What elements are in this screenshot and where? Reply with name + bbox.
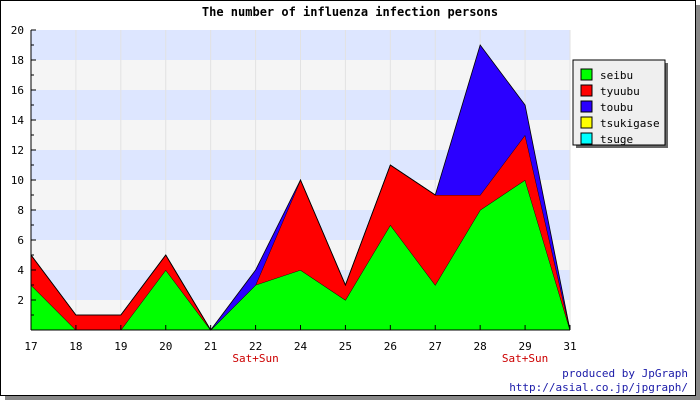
line-toubu: [30, 44, 571, 331]
x-tick-label: 22: [249, 340, 262, 353]
area-seibu: [31, 180, 570, 330]
y-tick-label: 18: [11, 54, 24, 67]
y-tick-label: 16: [11, 84, 24, 97]
legend-label-seibu: seibu: [600, 69, 633, 82]
legend-swatch-seibu: [580, 68, 593, 81]
legend-label-tsukigase: tsukigase: [600, 117, 660, 130]
y-tick-label: 10: [11, 174, 24, 187]
x-tick-label: 27: [429, 340, 442, 353]
x-tick-label: 18: [69, 340, 82, 353]
x-tick-label: 24: [294, 340, 308, 353]
legend-swatch-toubu: [580, 100, 593, 113]
credit-line-1: produced by JpGraph: [562, 367, 688, 380]
x-sublabel: Sat+Sun: [232, 352, 278, 365]
y-tick-label: 14: [11, 114, 25, 127]
y-tick-label: 4: [17, 264, 24, 277]
area-tyuubu: [31, 135, 570, 330]
y-tick-label: 8: [17, 204, 24, 217]
legend-swatch-tsuge: [580, 132, 593, 145]
x-tick-label: 29: [518, 340, 531, 353]
x-tick-label: 31: [563, 340, 576, 353]
credit-link[interactable]: http://asial.co.jp/jpgraph/: [509, 381, 688, 394]
legend-swatch-tsukigase: [580, 116, 593, 129]
y-tick-label: 6: [17, 234, 24, 247]
x-tick-label: 19: [114, 340, 127, 353]
legend-swatch-tyuubu: [580, 84, 593, 97]
x-tick-label: 25: [339, 340, 352, 353]
x-tick-label: 21: [204, 340, 217, 353]
legend-label-toubu: toubu: [600, 101, 633, 114]
y-tick-label: 2: [17, 294, 24, 307]
legend-label-tsuge: tsuge: [600, 133, 633, 146]
x-tick-label: 28: [474, 340, 487, 353]
x-tick-label: 20: [159, 340, 172, 353]
x-tick-label: 26: [384, 340, 397, 353]
x-sublabel: Sat+Sun: [502, 352, 548, 365]
legend-label-tyuubu: tyuubu: [600, 85, 640, 98]
y-tick-label: 20: [11, 24, 24, 37]
area-toubu: [31, 45, 570, 330]
chart-title: The number of influenza infection person…: [202, 5, 498, 19]
x-tick-label: 17: [24, 340, 37, 353]
y-tick-label: 12: [11, 144, 24, 157]
